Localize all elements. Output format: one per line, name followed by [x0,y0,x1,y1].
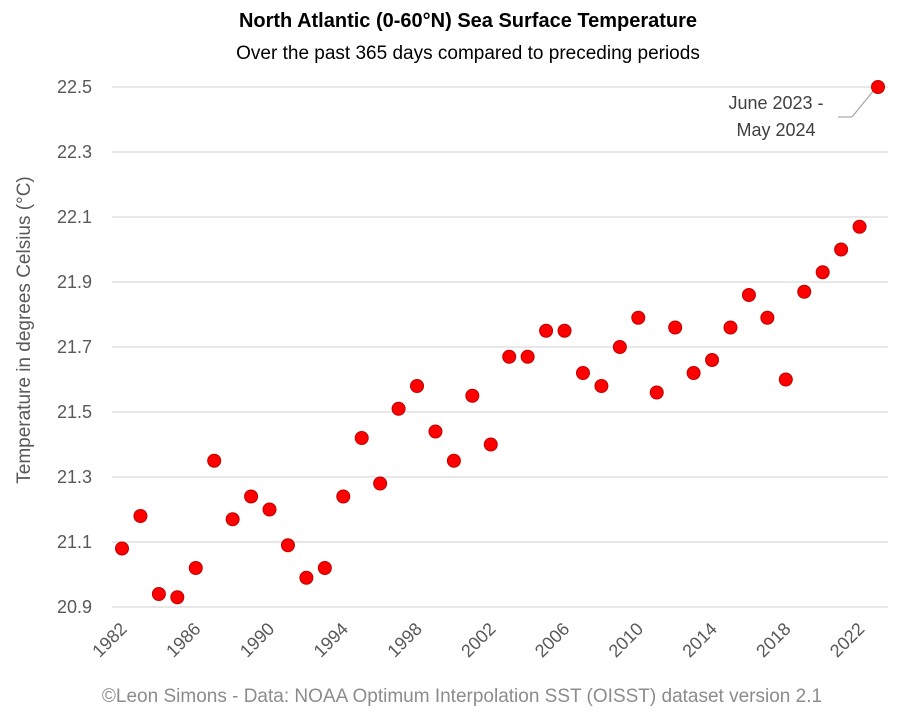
data-point [612,340,627,354]
data-point [336,489,351,504]
data-point [428,424,443,439]
y-tick-label: 21.5 [57,402,92,422]
data-point [815,265,830,280]
y-axis-ticks: 20.9 21.1 21.3 21.5 21.7 21.9 22.1 22.3 22.5 [57,77,92,617]
y-tick-label: 21.3 [57,467,92,487]
y-tick-label: 21.1 [57,532,92,552]
y-tick-label: 21.7 [57,337,92,357]
data-point [760,310,775,325]
x-axis-ticks: 1982 1986 1990 1994 1998 2002 2006 2010 2014 2018… [88,619,868,661]
data-point [649,385,664,400]
data-point [170,590,185,605]
annotation-line-2: May 2024 [736,120,815,140]
y-tick-label: 22.5 [57,77,92,97]
x-tick-label: 1986 [162,619,204,661]
annotation: June 2023 - May 2024 [728,89,875,140]
x-tick-label: 1990 [236,619,278,661]
data-point [483,437,498,452]
data-point [262,502,277,517]
x-tick-label: 2014 [678,619,720,661]
source-credit: ©Leon Simons - Data: NOAA Optimum Interp… [102,686,822,707]
x-tick-label: 2002 [457,619,499,661]
data-point [705,353,720,367]
x-tick-label: 2010 [605,619,647,661]
data-point [207,453,222,468]
data-point [133,509,148,523]
x-tick-label: 1994 [310,619,352,661]
data-point [354,431,369,445]
annotation-leader-line [851,89,875,118]
data-point [723,320,738,335]
data-point [115,541,129,556]
data-point [575,366,590,380]
data-point [502,349,517,364]
data-point [557,323,572,338]
data-point [741,288,756,302]
data-point [373,476,388,491]
y-axis-label: Temperature in degrees Celsius (°C) [14,176,35,484]
data-point [539,323,554,338]
data-points [115,80,885,605]
y-tick-label: 22.1 [57,207,92,227]
data-point [834,242,849,257]
data-point [317,561,332,575]
data-point [299,570,314,585]
data-point [778,372,793,387]
data-point [852,219,867,234]
data-point [188,561,203,575]
data-point [391,401,406,416]
x-tick-label: 2022 [826,619,868,661]
x-tick-label: 1982 [88,619,130,661]
x-tick-label: 1998 [383,619,425,661]
data-point [244,489,259,504]
data-point [225,512,240,527]
x-tick-label: 2006 [531,619,573,661]
data-point [686,366,701,380]
chart-title: North Atlantic (0-60°N) Sea Surface Temp… [239,10,697,32]
data-point [668,320,683,335]
data-point [280,538,295,553]
y-tick-label: 21.9 [57,272,92,292]
gridlines [112,86,888,608]
y-tick-label: 22.3 [57,142,92,162]
data-point [594,379,609,393]
data-point [446,453,461,468]
data-point [871,80,885,94]
annotation-line-1: June 2023 - [728,93,823,113]
x-tick-label: 2018 [752,619,794,661]
data-point [631,310,646,325]
data-point [465,388,480,403]
data-point [410,379,425,393]
chart-subtitle: Over the past 365 days compared to prece… [236,43,700,64]
data-point [797,284,812,299]
data-point [151,587,166,601]
data-point [520,349,535,364]
y-tick-label: 20.9 [57,597,92,617]
